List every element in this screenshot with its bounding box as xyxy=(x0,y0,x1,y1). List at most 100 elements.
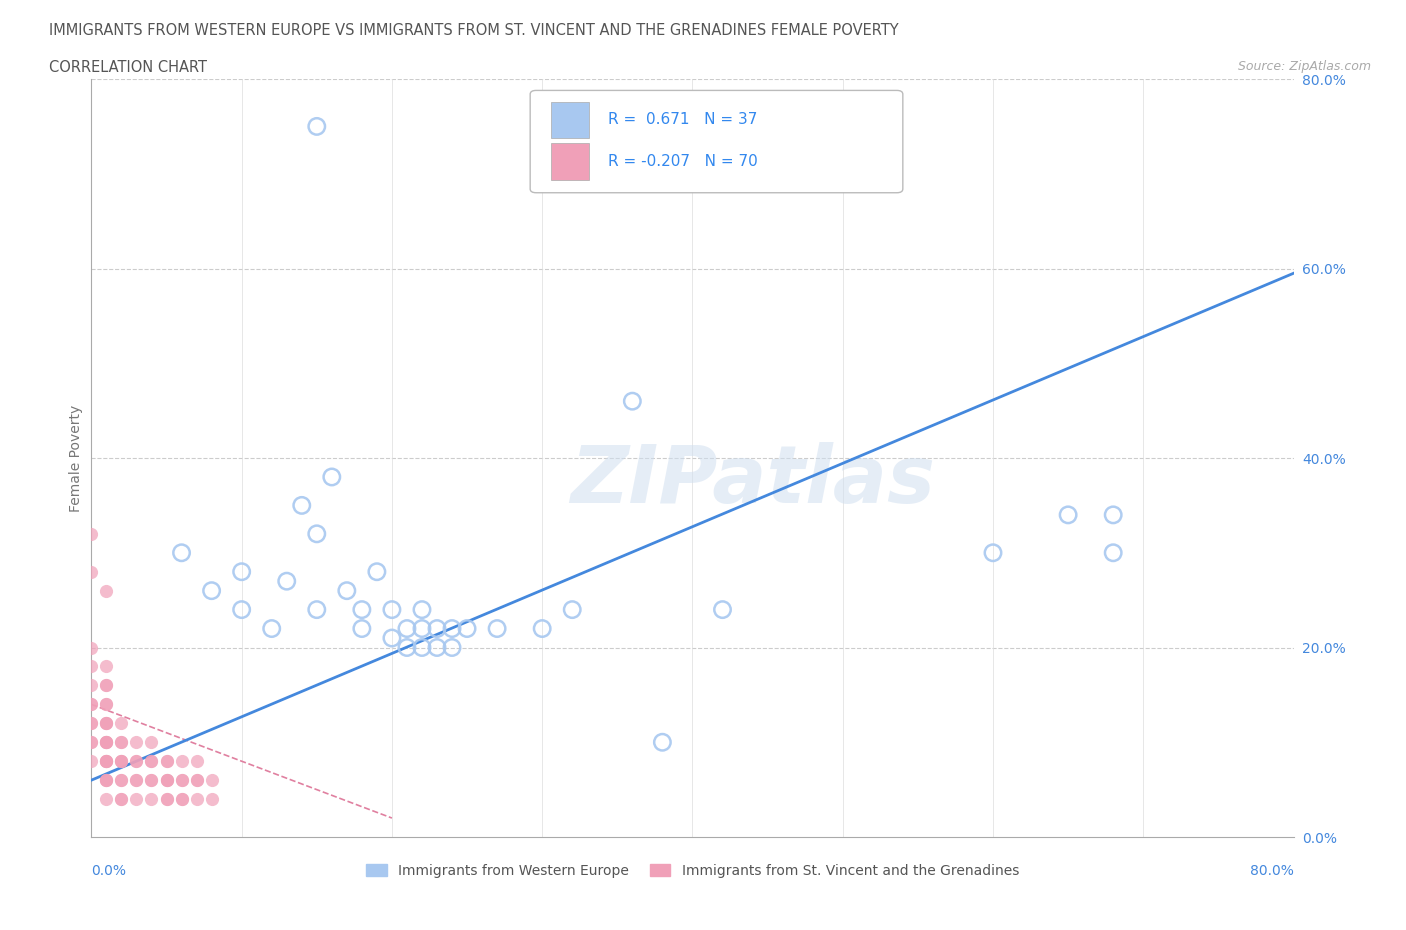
Point xyxy=(155,753,177,768)
Point xyxy=(96,735,118,750)
Point xyxy=(96,716,118,731)
Point xyxy=(96,735,118,750)
Point xyxy=(110,773,132,788)
Text: 0.0%: 0.0% xyxy=(91,864,127,878)
Point xyxy=(170,791,193,806)
Point xyxy=(80,735,103,750)
Text: IMMIGRANTS FROM WESTERN EUROPE VS IMMIGRANTS FROM ST. VINCENT AND THE GRENADINES: IMMIGRANTS FROM WESTERN EUROPE VS IMMIGR… xyxy=(49,23,898,38)
Point xyxy=(80,565,103,579)
Point xyxy=(201,583,224,598)
Point xyxy=(170,545,193,560)
Point xyxy=(141,753,163,768)
Point xyxy=(80,735,103,750)
Point xyxy=(1102,508,1125,523)
Point xyxy=(110,753,132,768)
Point xyxy=(155,753,177,768)
Point xyxy=(110,716,132,731)
Point xyxy=(456,621,478,636)
Point xyxy=(395,621,418,636)
Point xyxy=(110,791,132,806)
Point xyxy=(96,753,118,768)
Text: 80.0%: 80.0% xyxy=(1250,864,1294,878)
Point xyxy=(96,753,118,768)
Point xyxy=(141,773,163,788)
Point xyxy=(80,697,103,711)
Point xyxy=(80,716,103,731)
Point xyxy=(125,791,148,806)
Point xyxy=(381,631,404,645)
Point xyxy=(96,773,118,788)
Point xyxy=(96,716,118,731)
Text: Source: ZipAtlas.com: Source: ZipAtlas.com xyxy=(1237,60,1371,73)
Point xyxy=(110,773,132,788)
Point xyxy=(170,753,193,768)
Point xyxy=(96,697,118,711)
Point xyxy=(125,753,148,768)
Point xyxy=(440,640,463,655)
Point xyxy=(110,791,132,806)
Point xyxy=(621,393,644,408)
Point xyxy=(125,735,148,750)
Text: ZIPatlas: ZIPatlas xyxy=(569,442,935,520)
Point xyxy=(80,697,103,711)
Point xyxy=(201,791,224,806)
Point xyxy=(80,526,103,541)
Y-axis label: Female Poverty: Female Poverty xyxy=(69,405,83,512)
Point xyxy=(96,735,118,750)
Point xyxy=(981,545,1004,560)
Point xyxy=(411,640,433,655)
Point xyxy=(305,603,328,618)
Point xyxy=(96,773,118,788)
Point xyxy=(305,119,328,134)
Point xyxy=(110,753,132,768)
Point xyxy=(186,773,208,788)
Point xyxy=(651,735,673,750)
Point xyxy=(231,603,253,618)
Point xyxy=(80,640,103,655)
Point xyxy=(336,583,359,598)
FancyBboxPatch shape xyxy=(551,101,589,139)
Point xyxy=(96,716,118,731)
Point xyxy=(321,470,343,485)
Point xyxy=(531,621,554,636)
Point xyxy=(80,678,103,693)
Text: R =  0.671   N = 37: R = 0.671 N = 37 xyxy=(609,113,758,127)
Point xyxy=(440,621,463,636)
Point xyxy=(96,583,118,598)
Point xyxy=(141,773,163,788)
Legend: Immigrants from Western Europe, Immigrants from St. Vincent and the Grenadines: Immigrants from Western Europe, Immigran… xyxy=(360,858,1025,883)
Point xyxy=(96,659,118,674)
Point xyxy=(155,773,177,788)
Point xyxy=(411,603,433,618)
Point xyxy=(155,791,177,806)
Point xyxy=(96,773,118,788)
Point xyxy=(305,526,328,541)
Point xyxy=(141,735,163,750)
Point xyxy=(486,621,509,636)
Point xyxy=(125,753,148,768)
Point xyxy=(276,574,298,589)
Point xyxy=(426,640,449,655)
Point xyxy=(711,603,734,618)
Point xyxy=(395,640,418,655)
Point xyxy=(125,773,148,788)
Point xyxy=(366,565,388,579)
Point xyxy=(80,716,103,731)
Point xyxy=(186,753,208,768)
Point xyxy=(110,753,132,768)
Point xyxy=(201,773,224,788)
FancyBboxPatch shape xyxy=(530,90,903,193)
Point xyxy=(411,621,433,636)
Point xyxy=(96,791,118,806)
Point xyxy=(96,678,118,693)
Text: CORRELATION CHART: CORRELATION CHART xyxy=(49,60,207,75)
Point xyxy=(110,735,132,750)
Point xyxy=(155,791,177,806)
Point xyxy=(426,621,449,636)
Point xyxy=(350,603,373,618)
Point xyxy=(80,753,103,768)
Point xyxy=(1102,545,1125,560)
Point xyxy=(260,621,283,636)
Point xyxy=(96,735,118,750)
Point xyxy=(96,753,118,768)
